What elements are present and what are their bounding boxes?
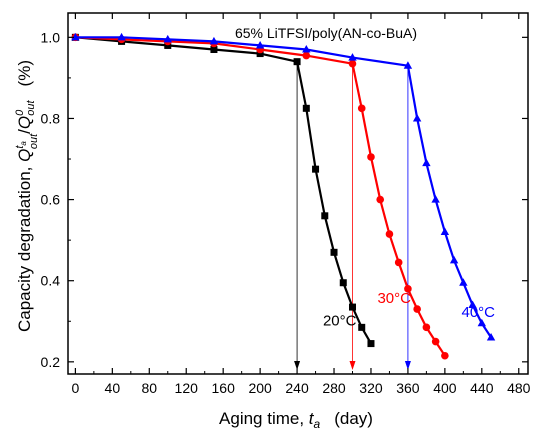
arrows-layer <box>294 61 411 370</box>
data-point <box>71 32 80 41</box>
x-tick-label: 240 <box>285 380 309 396</box>
series-labels: 20°C 30°C 40°C <box>323 290 495 329</box>
data-point <box>348 59 357 68</box>
x-tick-label: 480 <box>507 380 531 396</box>
series-label: 40°C <box>461 304 495 321</box>
y-axis-label-unit: (%) <box>15 60 34 86</box>
y-axis-label-num-sub: out <box>28 133 40 149</box>
y-axis-label-num-sup-sub: a <box>19 141 28 146</box>
y-tick-label: 0.6 <box>41 192 61 208</box>
x-tick-label: 120 <box>175 380 199 396</box>
data-point <box>302 51 311 60</box>
drop-arrow-head <box>349 361 356 370</box>
y-axis: 0.2 0.4 0.6 0.8 1.0 <box>41 29 528 370</box>
data-point <box>302 104 310 112</box>
y-tick-label: 0.4 <box>41 273 61 289</box>
data-point <box>210 46 218 54</box>
data-point <box>312 165 320 173</box>
data-point <box>339 279 347 287</box>
series-label: 30°C <box>377 290 411 307</box>
data-point <box>422 323 431 332</box>
svg-text:Capacity degradation, Qtaout/Q: Capacity degradation, Qtaout/Q0out(%) <box>14 60 40 332</box>
x-tick-label: 160 <box>212 380 236 396</box>
data-point <box>376 195 385 204</box>
drop-arrow-head <box>294 361 301 370</box>
x-tick-label: 440 <box>470 380 494 396</box>
x-tick-label: 360 <box>396 380 420 396</box>
data-point <box>431 195 440 203</box>
chart-title: 65% LiTFSI/poly(AN-co-BuA) <box>235 25 417 41</box>
x-axis-label-main: Aging time, <box>219 409 309 428</box>
data-point <box>367 153 375 161</box>
data-point <box>367 340 375 348</box>
data-point <box>413 305 421 313</box>
y-axis-label-den: Q <box>15 116 34 129</box>
data-point <box>255 40 265 49</box>
data-point <box>164 41 172 49</box>
y-axis-label-den-sub: out <box>25 100 37 116</box>
data-point <box>403 61 413 69</box>
x-axis-label: Aging time, ta (day) <box>219 409 373 431</box>
data-point <box>441 351 449 360</box>
data-point <box>330 248 338 256</box>
data-point <box>348 303 356 311</box>
data-point <box>449 255 459 264</box>
data-point <box>440 227 450 236</box>
plot-frame <box>67 12 529 375</box>
y-axis-label-prefix: Capacity degradation, <box>15 162 34 332</box>
x-tick-label: 80 <box>141 380 157 396</box>
series-label: 20°C <box>323 312 357 329</box>
x-tick-label: 320 <box>359 380 383 396</box>
y-axis-label-num: Q <box>15 149 34 162</box>
drop-arrow-head <box>404 361 411 370</box>
y-axis-label-den-sup: 0 <box>14 109 26 116</box>
data-point <box>412 113 422 122</box>
data-point <box>358 323 366 331</box>
x-axis-label-sub: a <box>314 417 321 431</box>
y-tick-label: 0.8 <box>41 110 61 126</box>
data-point <box>404 285 412 293</box>
data-point <box>468 300 477 309</box>
series-line <box>75 36 372 345</box>
data-point <box>348 53 357 61</box>
data-point <box>209 36 219 45</box>
data-point <box>302 45 311 53</box>
data-point <box>486 332 496 341</box>
x-tick-label: 40 <box>105 380 121 396</box>
y-tick-label: 0.2 <box>41 354 61 370</box>
y-axis-label-sep: / <box>15 129 34 134</box>
y-axis-label: Capacity degradation, Qtaout/Q0out(%) <box>14 60 40 332</box>
y-axis-label-num-sup: t <box>14 145 26 149</box>
data-point <box>459 278 468 286</box>
x-tick-label: 200 <box>248 380 272 396</box>
x-axis-label-var: t <box>309 409 315 428</box>
series-group <box>71 33 375 348</box>
data-point <box>422 158 431 167</box>
x-tick-label: 0 <box>71 380 79 396</box>
x-tick-label: 280 <box>322 380 346 396</box>
data-point <box>394 258 403 267</box>
series-layer <box>71 32 496 360</box>
series-group <box>71 32 496 341</box>
data-point <box>321 212 329 220</box>
data-point <box>385 230 394 238</box>
data-point <box>431 337 440 346</box>
data-point <box>477 318 487 327</box>
data-point <box>117 32 126 41</box>
series-line <box>75 36 493 339</box>
data-point <box>256 50 264 58</box>
data-point <box>357 104 366 113</box>
x-axis: 0 40 80 120 160 200 240 280 320 360 400 440 480 <box>71 13 531 396</box>
x-axis-label-unit: (day) <box>334 409 373 428</box>
x-tick-label: 400 <box>433 380 457 396</box>
data-point <box>163 34 172 43</box>
series-line <box>75 36 446 357</box>
data-point <box>293 58 301 66</box>
y-tick-label: 1.0 <box>41 29 61 45</box>
series-group <box>71 33 449 360</box>
